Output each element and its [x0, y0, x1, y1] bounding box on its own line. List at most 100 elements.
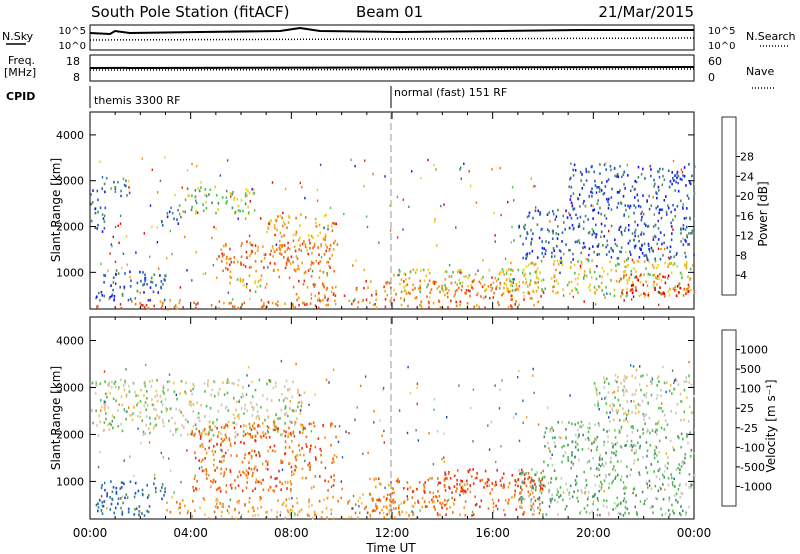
velocity-noise-cell: [304, 459, 306, 463]
velocity-cell: [669, 384, 672, 387]
velocity-cell: [596, 508, 599, 511]
velocity-cell: [489, 492, 491, 495]
power-cell: [643, 242, 646, 246]
power-cell: [554, 218, 557, 221]
velocity-cell: [287, 432, 290, 436]
power-cell: [186, 187, 189, 190]
velocity-cell: [576, 496, 579, 500]
velocity-cell: [137, 415, 139, 418]
velocity-cell: [192, 403, 195, 406]
power-cell: [134, 302, 137, 306]
velocity-noise-cell: [574, 423, 576, 426]
velocity-cell: [246, 476, 249, 479]
velocity-cell: [600, 486, 603, 489]
power-cell: [242, 263, 245, 267]
velocity-cell: [375, 507, 378, 511]
power-cell: [620, 250, 622, 254]
power-cell: [498, 303, 500, 307]
power-cell: [574, 240, 577, 244]
power-noise-cell: [120, 214, 122, 217]
velocity-cell: [595, 467, 598, 470]
velocity-cell: [691, 483, 693, 487]
power-noise-cell: [191, 279, 193, 282]
power-cell: [664, 281, 667, 285]
power-cell: [293, 268, 296, 272]
power-cell: [430, 288, 433, 291]
power-noise-cell: [542, 291, 545, 294]
velocity-cell: [234, 486, 237, 490]
power-noise-cell: [129, 276, 131, 279]
velocity-cell: [577, 448, 579, 452]
power-cell: [323, 285, 325, 289]
power-cell: [670, 271, 673, 275]
velocity-cell: [588, 426, 591, 430]
velocity-cell: [291, 473, 293, 477]
velocity-cell: [293, 409, 296, 413]
velocity-cell: [549, 430, 552, 433]
velocity-cell: [189, 432, 192, 436]
power-noise-cell: [560, 261, 562, 265]
power-cell: [195, 306, 197, 310]
velocity-noise-cell: [651, 378, 654, 381]
velocity-noise-cell: [378, 498, 380, 501]
power-cell: [431, 281, 434, 285]
velocity-noise-cell: [145, 363, 147, 367]
velocity-cell: [95, 380, 97, 383]
power-cell: [287, 214, 290, 218]
power-cell: [514, 303, 516, 306]
velocity-cell: [647, 486, 649, 489]
velocity-cell: [119, 487, 122, 490]
velocity-cell: [530, 498, 533, 501]
velocity-cell: [639, 444, 641, 448]
power-cell: [658, 175, 661, 179]
velocity-cell: [376, 505, 378, 508]
power-cell: [652, 283, 655, 287]
velocity-cell: [437, 481, 440, 485]
velocity-cell: [176, 397, 178, 401]
velocity-noise-cell: [128, 384, 130, 388]
velocity-cell: [251, 424, 254, 428]
power-cell: [570, 216, 573, 220]
power-cell: [328, 249, 330, 252]
velocity-cell: [228, 505, 230, 508]
velocity-cell: [220, 432, 222, 435]
velocity-cell: [474, 503, 477, 507]
velocity-cell: [186, 433, 189, 436]
velocity-cell: [291, 409, 294, 412]
power-cell: [237, 204, 240, 208]
velocity-cell: [680, 400, 682, 403]
power-cell: [481, 285, 484, 289]
velocity-cell: [492, 502, 495, 505]
freq-label-line1: Freq.: [8, 54, 35, 67]
power-cell: [309, 302, 312, 305]
velocity-cell: [429, 477, 431, 480]
velocity-cell: [585, 510, 588, 514]
velocity-cell: [595, 448, 598, 452]
power-cell: [318, 223, 321, 227]
power-cell: [152, 290, 155, 294]
power-cell: [142, 304, 144, 307]
velocity-noise-cell: [639, 383, 641, 386]
velocity-cell: [281, 392, 283, 396]
velocity-cell: [635, 494, 637, 497]
velocity-cell: [687, 420, 690, 423]
velocity-cell: [141, 512, 143, 515]
velocity-cell: [174, 421, 176, 425]
velocity-noise-cell: [382, 388, 384, 392]
velocity-noise-cell: [594, 483, 597, 487]
velocity-cell: [538, 512, 541, 515]
power-noise-cell: [396, 195, 399, 199]
velocity-cell: [693, 474, 696, 477]
power-cell: [601, 266, 604, 270]
power-cell: [241, 280, 244, 283]
power-noise-cell: [211, 236, 213, 240]
power-cell: [384, 289, 386, 293]
power-noise-cell: [491, 276, 493, 279]
velocity-cell: [180, 433, 182, 437]
velocity-cell: [229, 444, 232, 447]
velocity-cell: [262, 434, 265, 438]
velocity-cell: [292, 431, 294, 435]
power-noise-cell: [534, 185, 536, 188]
power-cell: [653, 185, 655, 188]
